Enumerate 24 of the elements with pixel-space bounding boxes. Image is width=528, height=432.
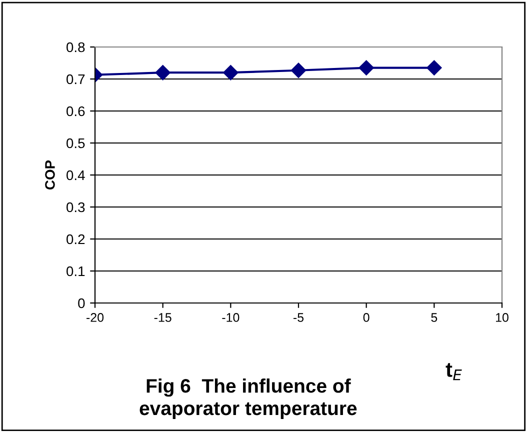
point <box>223 65 238 80</box>
y-tick-label: 0.1 <box>66 266 85 276</box>
y-tick-label: 0.6 <box>66 106 85 116</box>
x-tick-label: -5 <box>294 313 304 322</box>
y-axis-title: COP <box>45 160 55 190</box>
y-tick-label: 0.5 <box>66 138 85 148</box>
x-tick-label: 0 <box>363 313 370 322</box>
y-tick-label: 0.8 <box>66 42 85 52</box>
x-tick-label: -10 <box>222 313 240 322</box>
point <box>155 65 170 80</box>
x-tick-label: -15 <box>154 313 172 322</box>
x-tick-label: -20 <box>86 313 104 322</box>
text: Fig 6 The influence of evaporator temperature <box>140 378 357 420</box>
point <box>358 60 374 76</box>
y-tick-label: 0.7 <box>66 74 85 84</box>
y-tick-label: 0.3 <box>66 202 85 212</box>
y-tick-label: 0 <box>78 298 85 308</box>
y-tick-label: 0.4 <box>66 170 85 180</box>
x-axis-title: t$_{E}$ <box>446 363 462 380</box>
x-tick-label: 5 <box>431 313 438 322</box>
point <box>290 62 306 78</box>
point <box>426 60 442 76</box>
x-tick-label: 10 <box>496 313 508 322</box>
y-tick-label: 0.2 <box>66 234 85 244</box>
